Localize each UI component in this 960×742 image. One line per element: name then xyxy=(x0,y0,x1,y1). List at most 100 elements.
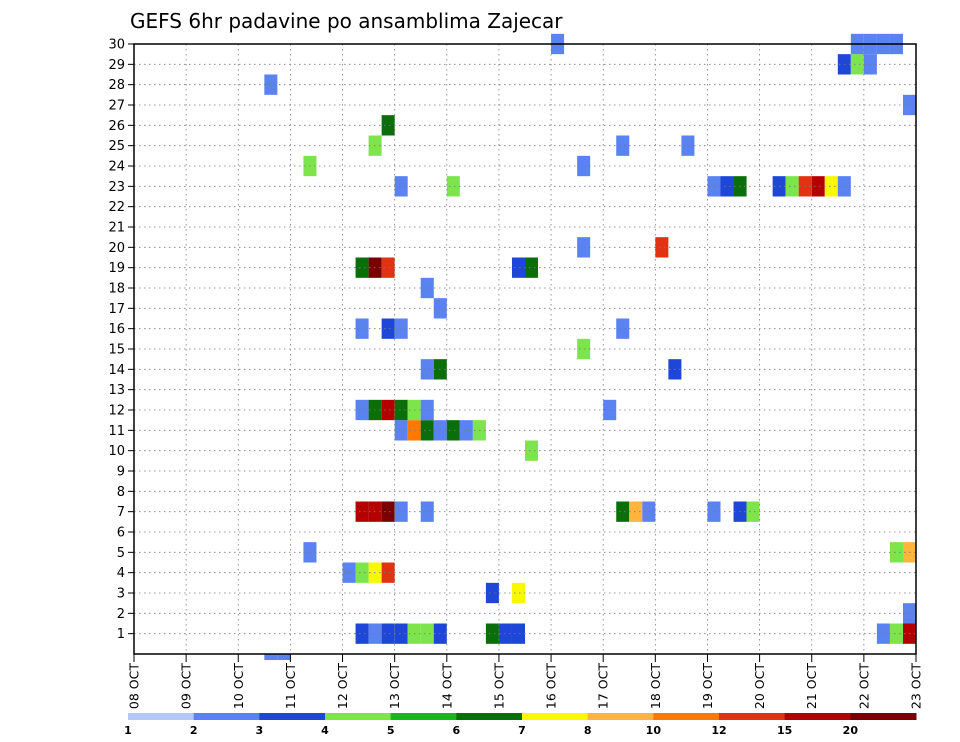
y-tick-label: 14 xyxy=(108,363,125,378)
precip-cell xyxy=(616,135,630,156)
precip-cell xyxy=(511,257,525,278)
precip-cell xyxy=(355,623,369,644)
x-tick-label: 09 OCT xyxy=(179,663,194,709)
precip-cell xyxy=(889,623,903,644)
precip-cell xyxy=(525,440,539,461)
grid-lines xyxy=(133,43,917,654)
precip-cell xyxy=(850,54,864,75)
y-tick-label: 12 xyxy=(108,404,125,419)
precip-cell xyxy=(394,420,408,441)
precip-cell xyxy=(707,501,721,522)
precip-cell xyxy=(355,257,369,278)
colorbar-label: 20 xyxy=(843,724,859,737)
y-tick-label: 20 xyxy=(108,241,125,256)
colorbar-label: 8 xyxy=(584,724,592,737)
precip-cell xyxy=(655,237,669,258)
precip-cell xyxy=(355,501,369,522)
y-tick-label: 11 xyxy=(108,424,125,439)
colorbar-swatch xyxy=(850,713,917,720)
x-tick-label: 23 OCT xyxy=(909,663,924,709)
precip-cell xyxy=(381,257,395,278)
colorbar-swatch xyxy=(522,713,589,720)
precip-cell xyxy=(876,623,890,644)
y-tick-label: 10 xyxy=(108,444,125,459)
colorbar-label: 3 xyxy=(256,724,264,737)
precip-cell xyxy=(785,176,799,197)
y-tick-label: 13 xyxy=(108,383,125,398)
precip-cell xyxy=(525,257,539,278)
x-tick-label: 13 OCT xyxy=(387,663,402,709)
precip-cell xyxy=(394,318,408,339)
colorbar-swatch xyxy=(653,713,720,720)
colorbar-swatch xyxy=(587,713,654,720)
x-tick-label: 18 OCT xyxy=(648,663,663,709)
precip-cell xyxy=(381,115,395,136)
precip-cell xyxy=(577,237,591,258)
colorbar-swatch xyxy=(259,713,326,720)
colorbar-swatch xyxy=(456,713,523,720)
precip-cell xyxy=(394,501,408,522)
x-tick-label: 10 OCT xyxy=(231,663,246,709)
y-tick-label: 1 xyxy=(117,627,125,642)
precip-cell xyxy=(355,562,369,583)
precip-cell xyxy=(629,501,643,522)
colorbar-swatch xyxy=(193,713,260,720)
y-tick-label: 4 xyxy=(117,566,125,581)
precip-cell xyxy=(485,623,499,644)
y-tick-label: 8 xyxy=(117,485,125,500)
y-axis: 1234567891011121314151617181920212223242… xyxy=(108,38,134,642)
precip-cell xyxy=(511,623,525,644)
colorbar-label: 1 xyxy=(124,724,132,737)
colorbar-label: 7 xyxy=(518,724,526,737)
y-tick-label: 15 xyxy=(108,343,125,358)
precip-cell xyxy=(746,501,760,522)
precip-cell xyxy=(394,623,408,644)
y-tick-label: 16 xyxy=(108,322,125,337)
chart-title: GEFS 6hr padavine po ansamblima Zajecar xyxy=(130,9,563,33)
colorbar-label: 15 xyxy=(777,724,792,737)
precip-cell xyxy=(459,420,473,441)
y-tick-label: 17 xyxy=(108,302,125,317)
y-tick-label: 25 xyxy=(108,139,125,154)
x-tick-label: 17 OCT xyxy=(596,663,611,709)
precip-cell xyxy=(381,318,395,339)
x-tick-label: 11 OCT xyxy=(283,663,298,709)
precip-cell xyxy=(577,155,591,177)
precip-cell xyxy=(707,176,721,197)
y-tick-label: 30 xyxy=(108,38,125,53)
colorbar-swatch xyxy=(390,713,457,720)
precip-cell xyxy=(381,623,395,644)
precip-cell xyxy=(642,501,656,522)
precip-cell xyxy=(394,176,408,197)
y-tick-label: 3 xyxy=(117,587,125,602)
precip-cell xyxy=(355,399,369,421)
colorbar-legend: 1 2 3 4 5 6 7 8 10 12 15 20 xyxy=(124,713,917,737)
x-tick-label: 20 OCT xyxy=(752,663,767,709)
x-axis: 08 OCT 09 OCT 10 OCT 11 OCT 12 OCT 13 OCT 14 O… xyxy=(127,654,924,709)
y-tick-label: 7 xyxy=(117,505,125,520)
colorbar-label: 6 xyxy=(453,724,461,737)
y-tick-label: 28 xyxy=(108,78,125,93)
x-tick-label: 08 OCT xyxy=(127,663,142,709)
y-tick-label: 27 xyxy=(108,99,125,114)
colorbar-label: 12 xyxy=(711,724,726,737)
colorbar-label: 5 xyxy=(387,724,395,737)
precip-cell xyxy=(420,359,434,380)
precip-cell xyxy=(420,623,434,644)
precip-cell xyxy=(485,582,499,604)
precip-cell xyxy=(264,74,278,95)
precip-cell xyxy=(420,399,434,421)
x-tick-label: 15 OCT xyxy=(491,663,506,709)
precip-cell xyxy=(420,501,434,522)
precip-cell xyxy=(889,542,903,563)
precip-cell xyxy=(277,654,291,660)
precip-cell xyxy=(616,501,630,522)
precip-cell xyxy=(355,318,369,339)
x-tick-label: 21 OCT xyxy=(804,663,819,709)
y-tick-label: 26 xyxy=(108,119,125,134)
colorbar-swatch xyxy=(719,713,786,720)
x-tick-label: 19 OCT xyxy=(700,663,715,709)
y-tick-label: 5 xyxy=(117,546,125,561)
precip-cell xyxy=(681,135,695,156)
